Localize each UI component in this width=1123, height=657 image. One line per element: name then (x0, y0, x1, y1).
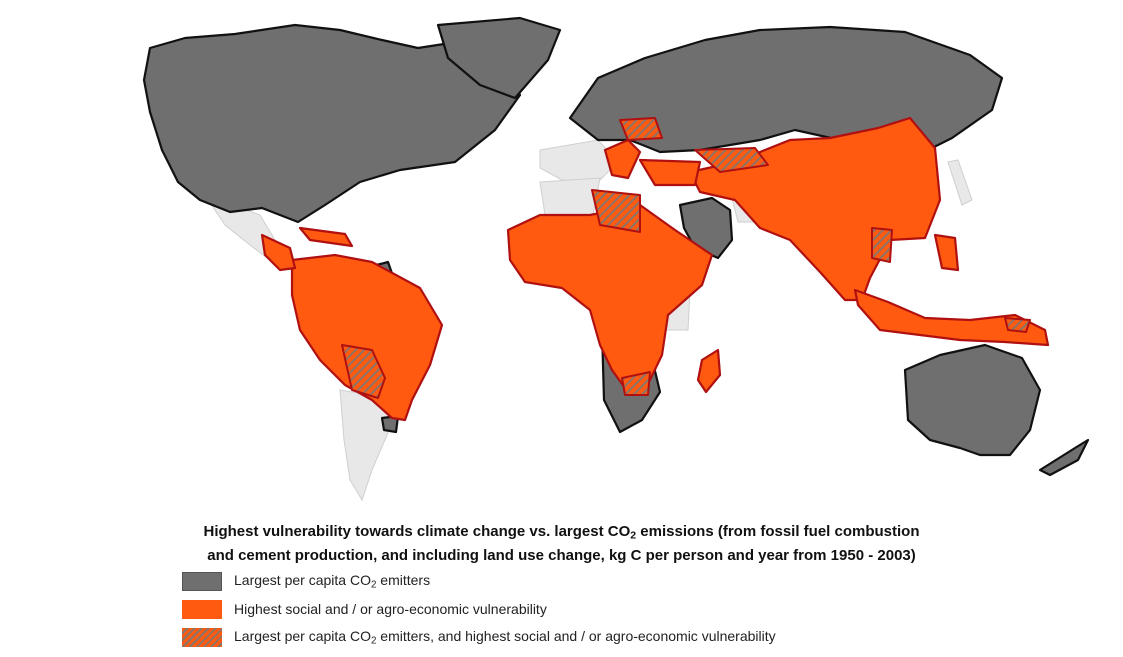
caption-line-1: Highest vulnerability towards climate ch… (0, 522, 1123, 546)
emitters-label-text: Largest per capita CO (234, 571, 371, 588)
emitters-label: Largest per capita CO2 emitters (234, 572, 430, 590)
emitters-label-sub: 2 (370, 579, 377, 591)
southeast-asia-islands (853, 288, 1050, 347)
papua (1004, 317, 1031, 333)
greenland (436, 16, 562, 100)
legend-row-both: Largest per capita CO2 emitters, and hig… (182, 626, 776, 648)
central-america (260, 233, 297, 272)
australia (903, 343, 1042, 457)
south-america (290, 253, 444, 422)
vulnerable-swatch (182, 599, 222, 619)
both-regions (341, 117, 1031, 399)
japan (947, 159, 973, 206)
new-zealand (1038, 438, 1090, 477)
madagascar (696, 348, 722, 394)
emitters-swatch (182, 571, 222, 591)
philippines (933, 233, 960, 272)
laos (871, 227, 893, 263)
vulnerable-label: Highest social and / or agro-economic vu… (234, 601, 547, 617)
anatolia (638, 158, 702, 187)
caption-subscript: 2 (630, 529, 637, 542)
central-asia (694, 147, 769, 173)
caribbean (298, 226, 354, 248)
zambia (621, 371, 651, 396)
eurasia-north (568, 25, 1004, 154)
vulnerable-label-text: Highest social and / or agro-economic vu… (234, 601, 547, 617)
both-label-sub: 2 (370, 635, 377, 647)
world-map (142, 16, 1090, 502)
emitters-label-rest: emitters (376, 571, 431, 588)
map-legend: Largest per capita CO2 emitters Highest … (182, 570, 776, 654)
both-label: Largest per capita CO2 emitters, and hig… (234, 628, 776, 646)
legend-row-vulnerable: Highest social and / or agro-economic vu… (182, 598, 776, 620)
both-label-rest: emitters, and highest social and / or ag… (376, 627, 776, 644)
map-caption: Highest vulnerability towards climate ch… (0, 522, 1123, 565)
caption-line-2: and cement production, and including lan… (207, 546, 916, 564)
africa-central (506, 203, 714, 397)
both-swatch (182, 627, 222, 647)
libya (591, 189, 641, 233)
caption-line-1-text: Highest vulnerability towards climate ch… (203, 523, 631, 540)
europe-west (539, 139, 619, 183)
legend-row-emitters: Largest per capita CO2 emitters (182, 570, 776, 592)
both-label-text: Largest per capita CO (234, 627, 371, 644)
caption-line-1-rest: emissions (from fossil fuel combustion (636, 523, 920, 540)
bolivia (341, 344, 386, 399)
north-america (142, 23, 522, 224)
balkans (603, 138, 642, 180)
ukraine (619, 117, 663, 141)
